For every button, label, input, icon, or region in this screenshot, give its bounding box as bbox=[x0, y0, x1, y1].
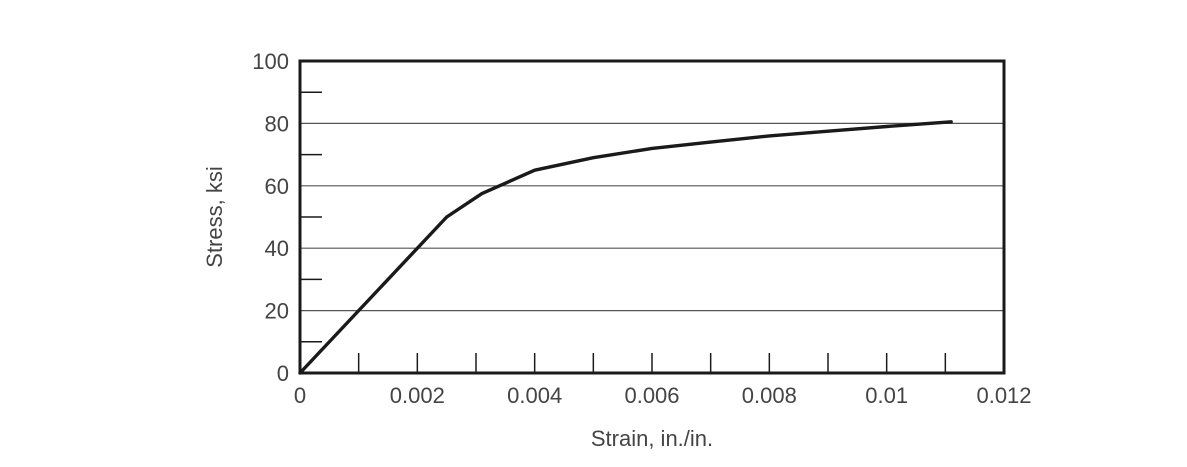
x-axis-title: Strain, in./in. bbox=[591, 426, 713, 451]
y-axis-title: Stress, ksi bbox=[202, 166, 227, 267]
plot-border bbox=[298, 59, 1006, 375]
plot-frame bbox=[298, 59, 1006, 375]
y-tick-label-0: 0 bbox=[277, 361, 289, 386]
y-tick-label-3: 60 bbox=[265, 174, 289, 199]
x-tick-label-0: 0 bbox=[294, 383, 306, 408]
series-layer bbox=[298, 120, 953, 375]
axis-ticks bbox=[300, 91, 947, 373]
x-tick-label-1: 0.002 bbox=[390, 383, 445, 408]
y-tick-label-2: 40 bbox=[265, 236, 289, 261]
x-tick-label-5: 0.01 bbox=[865, 383, 908, 408]
x-tick-label-3: 0.006 bbox=[624, 383, 679, 408]
gridlines bbox=[300, 122, 1004, 312]
y-tick-label-4: 80 bbox=[265, 111, 289, 136]
y-tick-label-5: 100 bbox=[252, 49, 289, 74]
series-line-0 bbox=[298, 120, 953, 375]
x-tick-label-4: 0.008 bbox=[742, 383, 797, 408]
x-tick-label-2: 0.004 bbox=[507, 383, 562, 408]
tick-labels: 0 0.002 0.004 0.006 0.008 0.01 0.012 0 20 40 60 80 1… bbox=[252, 49, 1031, 408]
y-tick-label-1: 20 bbox=[265, 299, 289, 324]
x-tick-label-6: 0.012 bbox=[976, 383, 1031, 408]
